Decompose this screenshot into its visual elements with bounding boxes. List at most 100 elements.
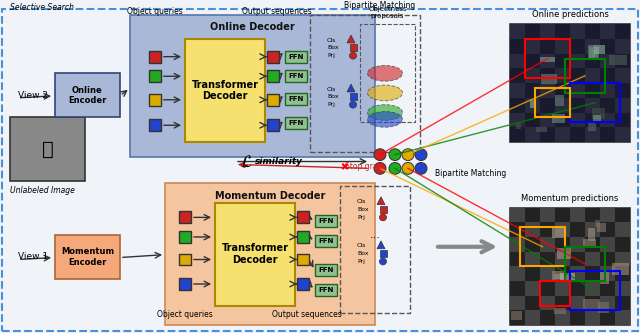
Text: Momentum predictions: Momentum predictions (522, 194, 619, 203)
Bar (540, 281, 555, 296)
Bar (525, 127, 540, 142)
Bar (511, 311, 522, 320)
Bar (615, 266, 630, 281)
Text: Transformer
Decoder: Transformer Decoder (221, 243, 289, 265)
Bar (510, 266, 525, 281)
Ellipse shape (367, 85, 403, 101)
Bar (525, 54, 540, 68)
Ellipse shape (367, 66, 403, 81)
Bar (555, 222, 570, 237)
Bar (540, 54, 555, 68)
Text: Object queries: Object queries (127, 7, 183, 17)
Bar (555, 296, 570, 310)
Bar (297, 231, 309, 243)
Bar (149, 94, 161, 106)
Bar (525, 24, 540, 39)
Bar (555, 127, 570, 142)
Text: Unlabeled Image: Unlabeled Image (10, 186, 75, 195)
Bar (525, 310, 540, 325)
Bar (516, 123, 521, 129)
Bar (535, 88, 570, 118)
Bar (525, 266, 540, 281)
Bar (349, 44, 356, 51)
Bar (540, 39, 555, 54)
Bar (540, 57, 555, 62)
Bar (600, 266, 615, 281)
Bar (600, 237, 615, 252)
Bar (540, 207, 555, 222)
Bar (540, 252, 555, 266)
Bar (570, 127, 585, 142)
Circle shape (380, 214, 387, 221)
Bar (570, 310, 585, 325)
Bar (510, 296, 525, 310)
Bar (510, 98, 525, 113)
Ellipse shape (367, 105, 403, 120)
Bar (615, 296, 630, 310)
Bar (570, 271, 620, 310)
Bar (380, 206, 387, 213)
Bar (615, 222, 630, 237)
Text: FFN: FFN (318, 238, 333, 244)
Bar (588, 228, 595, 241)
Bar (554, 274, 564, 279)
Bar (525, 281, 540, 296)
Ellipse shape (367, 112, 403, 127)
Bar (555, 39, 570, 54)
Bar (585, 296, 600, 310)
FancyBboxPatch shape (215, 203, 295, 306)
Bar (585, 252, 600, 266)
Text: Cls: Cls (327, 87, 337, 92)
Bar (585, 83, 600, 98)
Bar (615, 310, 630, 325)
Bar (555, 98, 570, 113)
Bar (600, 222, 615, 237)
Text: View 2: View 2 (18, 91, 48, 100)
FancyBboxPatch shape (315, 235, 337, 247)
Bar (560, 273, 575, 280)
Bar (565, 247, 605, 281)
Bar (540, 237, 555, 252)
Bar (510, 281, 525, 296)
Bar (510, 68, 525, 83)
Bar (179, 231, 191, 243)
Bar (297, 278, 309, 290)
Bar (525, 39, 540, 54)
Bar (555, 281, 570, 296)
Text: View 1: View 1 (18, 252, 48, 261)
Circle shape (389, 149, 401, 161)
Bar (585, 237, 600, 252)
Bar (570, 83, 620, 122)
Bar (557, 248, 571, 258)
Bar (583, 239, 596, 248)
Bar (615, 39, 630, 54)
Text: Objectness
proposals: Objectness proposals (368, 6, 407, 19)
Bar (615, 237, 630, 252)
Bar (540, 281, 570, 306)
Bar (570, 296, 585, 310)
Circle shape (374, 149, 386, 161)
Bar (570, 222, 585, 237)
Text: Stop grad.: Stop grad. (345, 162, 385, 171)
Bar (594, 45, 605, 54)
Bar (570, 24, 585, 39)
Bar (525, 98, 540, 113)
Bar (615, 252, 630, 266)
Text: Online
Encoder: Online Encoder (68, 86, 107, 105)
Circle shape (389, 163, 401, 174)
Bar (600, 281, 615, 296)
Bar (585, 54, 600, 68)
Text: FFN: FFN (318, 218, 333, 224)
Bar (609, 55, 627, 66)
FancyBboxPatch shape (285, 51, 307, 63)
Bar (555, 54, 570, 68)
Bar (615, 83, 630, 98)
Bar (615, 68, 630, 83)
Polygon shape (347, 35, 355, 43)
Bar (585, 207, 600, 222)
Bar (555, 252, 570, 266)
Bar (520, 227, 565, 266)
Text: Bipartite Matching: Bipartite Matching (344, 1, 415, 10)
FancyBboxPatch shape (315, 264, 337, 276)
Text: Cls: Cls (357, 243, 366, 248)
